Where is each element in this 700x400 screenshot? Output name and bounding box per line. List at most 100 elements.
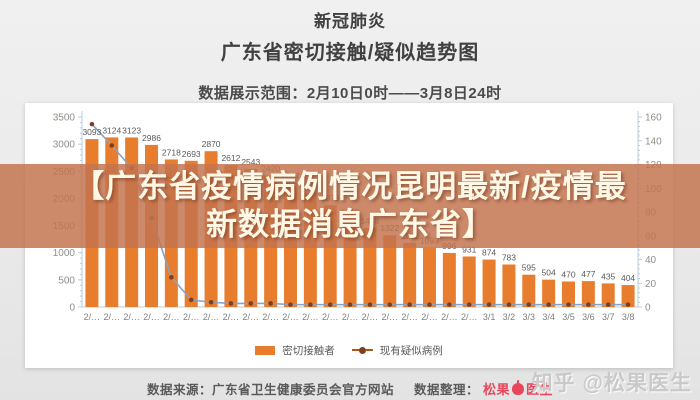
line-marker bbox=[308, 302, 313, 307]
watermark-banner: 【广东省疫情病例情况昆明最新/疫情最 新数据消息广东省】 bbox=[0, 164, 700, 248]
bar bbox=[522, 274, 536, 307]
x-axis-tick-label: 2/… bbox=[84, 312, 101, 322]
bar-value-label: 2870 bbox=[202, 139, 221, 149]
x-axis-tick-label: 3/4 bbox=[542, 312, 555, 322]
x-axis-tick-label: 2/… bbox=[362, 312, 379, 322]
x-axis-tick-label: 3/6 bbox=[582, 312, 595, 322]
compiler-label: 数据整理： bbox=[413, 383, 479, 397]
line-marker bbox=[466, 302, 472, 307]
bar bbox=[383, 235, 397, 307]
bar-value-label: 435 bbox=[601, 271, 615, 281]
logo-text-left: 松果 bbox=[483, 382, 511, 397]
line-marker bbox=[605, 302, 611, 307]
bar-value-label: 931 bbox=[462, 244, 476, 254]
x-axis-tick-label: 3/5 bbox=[562, 312, 575, 322]
line-marker bbox=[566, 302, 571, 307]
bar bbox=[502, 264, 516, 307]
x-axis-tick-label: 3/1 bbox=[483, 312, 496, 322]
x-axis-tick-label: 2/… bbox=[163, 312, 180, 322]
line-marker bbox=[486, 302, 492, 307]
x-axis-tick-label: 2/… bbox=[322, 312, 339, 322]
x-axis-tick-label: 2/… bbox=[441, 312, 458, 322]
line-marker bbox=[109, 143, 115, 148]
line-marker bbox=[526, 302, 532, 307]
line-marker bbox=[169, 275, 174, 280]
bar-value-label: 2718 bbox=[162, 147, 181, 157]
bar-value-label: 3123 bbox=[122, 125, 141, 135]
line-dot-icon bbox=[358, 346, 366, 354]
logo-text-right: 医生 bbox=[526, 382, 554, 397]
line-marker bbox=[327, 302, 333, 307]
bar-value-label: 874 bbox=[482, 248, 496, 258]
left-axis-tick-label: 500 bbox=[58, 275, 75, 286]
watermark-text-line1: 【广东省疫情病例情况昆明最新/疫情最 bbox=[73, 169, 627, 204]
page-title: 新冠肺炎 bbox=[314, 12, 386, 31]
bar-value-label: 783 bbox=[502, 252, 516, 262]
x-axis-tick-label: 2/… bbox=[183, 312, 200, 322]
bar bbox=[621, 285, 635, 307]
x-axis-tick-label: 3/7 bbox=[602, 312, 615, 322]
bar-value-label: 2543 bbox=[241, 157, 260, 167]
bar-value-label: 595 bbox=[522, 263, 536, 273]
x-axis-tick-label: 2/… bbox=[302, 312, 319, 322]
bar-legend-label: 密切接触者 bbox=[282, 344, 335, 357]
x-axis-tick-label: 2/… bbox=[382, 312, 399, 322]
line-marker bbox=[387, 302, 393, 307]
x-axis-tick-label: 3/8 bbox=[622, 312, 635, 322]
bar-value-label: 3093 bbox=[82, 127, 101, 137]
right-axis-tick-label: 40 bbox=[645, 255, 657, 266]
chart-header: 新冠肺炎 广东省密切接触/疑似趋势图 数据展示范围：2月10日0时——3月8日2… bbox=[0, 7, 700, 103]
line-marker bbox=[268, 301, 273, 306]
bar-value-label: 404 bbox=[621, 273, 635, 283]
line-marker bbox=[188, 297, 194, 303]
line-marker bbox=[89, 121, 95, 127]
line-legend-marker bbox=[351, 346, 373, 354]
line-marker bbox=[447, 302, 452, 307]
bar-value-label: 477 bbox=[581, 269, 595, 279]
line-marker bbox=[367, 302, 373, 307]
bar bbox=[442, 252, 456, 307]
x-axis-tick-label: 2/… bbox=[461, 312, 478, 322]
line-marker bbox=[407, 302, 412, 307]
right-axis-tick-label: 0 bbox=[645, 303, 651, 314]
line-legend-label: 现有疑似病例 bbox=[379, 344, 443, 357]
right-axis-tick-label: 20 bbox=[645, 279, 657, 290]
chart-legend: 密切接触者 现有疑似病例 bbox=[25, 342, 673, 358]
x-axis-tick-label: 2/… bbox=[342, 312, 359, 322]
x-axis-tick-label: 2/… bbox=[104, 312, 121, 322]
line-marker bbox=[228, 301, 234, 306]
x-axis-tick-label: 3/2 bbox=[503, 312, 516, 322]
bar bbox=[403, 242, 417, 307]
data-compiler: 数据整理： 松果 医生 bbox=[414, 379, 553, 398]
apple-icon bbox=[512, 379, 525, 395]
data-range-label: 数据展示范围：2月10日0时——3月8日24时 bbox=[198, 85, 502, 102]
x-axis-tick-label: 2/… bbox=[421, 312, 438, 322]
left-axis-tick-label: 3500 bbox=[53, 113, 76, 124]
bar-value-label: 2612 bbox=[221, 153, 240, 163]
bar-legend-swatch bbox=[255, 345, 276, 355]
bar bbox=[462, 256, 476, 307]
right-axis-tick-label: 140 bbox=[645, 136, 662, 147]
bar-value-label: 3124 bbox=[102, 125, 121, 135]
left-axis-tick-label: 0 bbox=[69, 303, 75, 314]
suspected-line bbox=[91, 123, 629, 306]
zhihu-watermark: 知乎 @松果医生 bbox=[531, 372, 692, 395]
x-axis-tick-label: 2/… bbox=[282, 312, 299, 322]
line-marker bbox=[427, 302, 432, 307]
line-marker bbox=[625, 302, 631, 307]
x-axis-tick-label: 2/… bbox=[203, 312, 220, 322]
left-axis-tick-label: 1000 bbox=[53, 248, 76, 259]
bar-value-label: 470 bbox=[561, 269, 575, 279]
bar-value-label: 2986 bbox=[142, 133, 161, 143]
line-marker bbox=[208, 299, 214, 305]
bar bbox=[562, 281, 575, 307]
line-marker bbox=[586, 302, 591, 307]
bar bbox=[482, 259, 496, 307]
bar bbox=[601, 283, 615, 307]
watermark-text-line2: 新数据消息广东省】 bbox=[206, 207, 494, 242]
line-marker bbox=[288, 302, 293, 307]
line-marker bbox=[506, 302, 512, 307]
x-axis-tick-label: 2/… bbox=[223, 312, 240, 322]
songguo-logo: 松果 医生 bbox=[483, 379, 553, 398]
data-source-label: 数据来源：广东省卫生健康委员会官方网站 bbox=[146, 383, 394, 397]
